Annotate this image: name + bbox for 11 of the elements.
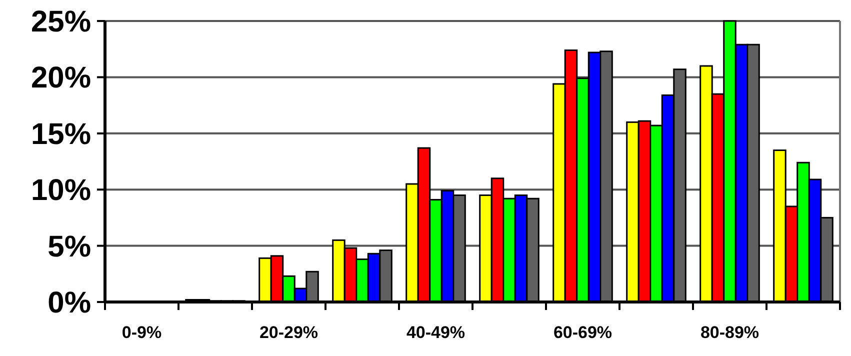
- x-tick-label: 40-49%: [406, 323, 466, 342]
- y-tick-label: 25%: [30, 6, 91, 38]
- y-tick-label: 5%: [48, 230, 91, 264]
- x-tick-label: 0-9%: [122, 323, 162, 342]
- y-tick-label: 0%: [48, 286, 91, 320]
- x-tick-label: 80-89%: [700, 323, 760, 342]
- y-tick-label: 20%: [30, 62, 91, 95]
- x-tick-label: 20-29%: [259, 323, 318, 342]
- y-tick-label: 10%: [30, 174, 91, 208]
- x-tick-label: 60-69%: [553, 323, 612, 342]
- y-tick-label: 15%: [30, 118, 91, 151]
